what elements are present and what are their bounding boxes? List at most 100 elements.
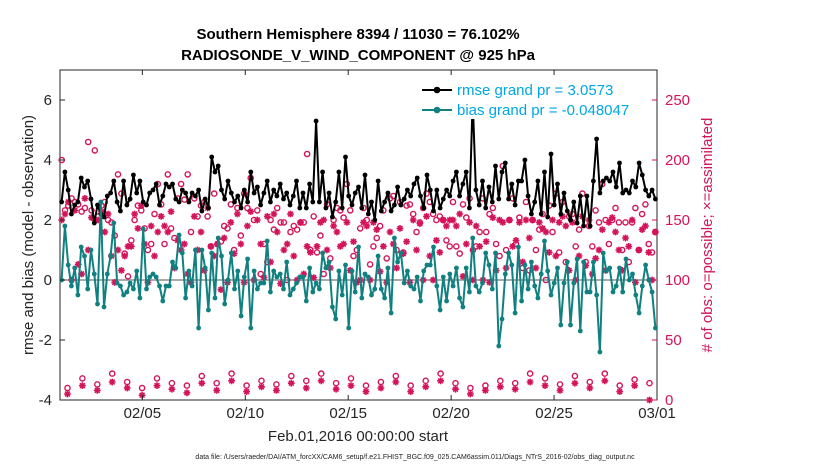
bias-point: [303, 298, 309, 304]
bias-point: [346, 325, 352, 331]
obs-possible-marker: [592, 207, 599, 214]
bias-point: [571, 280, 577, 286]
bias-point: [437, 307, 443, 313]
obs-possible-marker: [277, 219, 284, 226]
bias-point: [516, 244, 521, 250]
bias-point: [499, 316, 505, 322]
bias-point: [535, 295, 541, 301]
obs-assimilated-low-marker: [302, 384, 310, 392]
bias-point: [574, 256, 580, 262]
obs-possible-marker: [356, 225, 364, 232]
y-tick-label: -2: [39, 332, 52, 349]
obs-assimilated-marker: [519, 258, 527, 266]
obs-assimilated-marker: [267, 258, 274, 266]
obs-assimilated-marker: [161, 222, 168, 230]
rmse-point: [398, 202, 404, 208]
obs-assimilated-marker: [297, 219, 304, 226]
obs-possible-marker: [532, 246, 540, 254]
obs-assimilated-marker: [74, 261, 82, 268]
bias-point: [457, 295, 462, 301]
obs-assimilated-low-marker: [467, 390, 474, 398]
bias-point: [124, 289, 130, 295]
obs-possible-low-marker: [183, 382, 191, 389]
bias-point: [300, 274, 306, 280]
y-tick-label: 4: [44, 152, 52, 169]
y-tick-label: 6: [44, 92, 52, 109]
rmse-point: [127, 196, 133, 202]
rmse-point: [545, 214, 551, 220]
obs-assimilated-marker: [423, 213, 430, 220]
obs-assimilated-marker: [529, 216, 536, 224]
rmse-point: [542, 169, 547, 175]
obs-assimilated-low-marker: [601, 377, 609, 385]
obs-assimilated-low-marker: [123, 384, 131, 392]
obs-possible-marker: [462, 214, 470, 221]
obs-possible-marker: [492, 240, 500, 248]
obs-possible-marker: [456, 250, 464, 257]
bias-point: [610, 289, 616, 295]
rmse-point: [261, 190, 267, 196]
rmse-point: [375, 178, 381, 184]
obs-assimilated-marker: [638, 226, 646, 233]
bias-point: [215, 235, 221, 241]
obs-assimilated-marker: [462, 240, 470, 248]
bias-point: [219, 253, 224, 259]
bias-point: [183, 295, 189, 301]
rmse-point: [571, 199, 577, 205]
y-axis-label-left: rmse and bias (model - observation): [20, 115, 37, 355]
bias-point: [414, 274, 420, 280]
bias-point: [564, 259, 570, 265]
obs-assimilated-marker: [290, 252, 298, 260]
rmse-point: [610, 169, 616, 175]
rmse-point: [444, 187, 449, 193]
obs-assimilated-marker: [280, 246, 288, 254]
obs-possible-marker: [413, 228, 420, 236]
obs-possible-marker: [114, 171, 122, 178]
obs-possible-marker: [589, 243, 596, 250]
rmse-point: [212, 169, 218, 175]
obs-possible-marker: [373, 234, 381, 242]
obs-assimilated-marker: [257, 240, 265, 248]
obs-assimilated-low-marker: [258, 383, 265, 391]
obs-assimilated-low-marker: [213, 387, 221, 394]
obs-assimilated-marker: [366, 276, 374, 284]
bias-point: [636, 310, 642, 316]
bias-point: [411, 286, 417, 292]
obs-assimilated-marker: [486, 279, 493, 286]
rmse-point: [326, 190, 332, 196]
bias-point: [362, 271, 368, 277]
rmse-point: [137, 178, 143, 184]
obs-possible-marker: [409, 210, 417, 218]
bias-point: [343, 262, 348, 268]
obs-assimilated-low-marker: [273, 387, 280, 394]
obs-assimilated-low-marker: [198, 379, 206, 387]
rmse-point: [346, 193, 352, 199]
obs-assimilated-marker: [167, 208, 175, 215]
rmse-point: [437, 205, 443, 211]
obs-possible-marker: [184, 171, 191, 178]
obs-assimilated-marker: [469, 276, 477, 284]
bias-point: [277, 271, 283, 277]
obs-assimilated-marker: [459, 273, 467, 280]
obs-assimilated-marker: [506, 216, 513, 224]
bias-point: [104, 271, 110, 277]
bias-point: [548, 292, 554, 298]
bias-point: [310, 289, 316, 295]
rmse-point: [639, 172, 645, 178]
bias-point: [372, 286, 378, 292]
rmse-point: [623, 187, 629, 193]
rmse-point: [597, 190, 603, 196]
rmse-point: [264, 178, 270, 184]
obs-assimilated-marker: [476, 243, 483, 250]
obs-assimilated-low-marker: [422, 383, 430, 391]
obs-possible-marker: [317, 232, 324, 239]
bias-point: [378, 286, 384, 292]
bias-point: [134, 268, 140, 274]
obs-possible-marker: [84, 138, 92, 146]
obs-possible-marker: [164, 171, 172, 178]
obs-possible-low-marker: [541, 375, 549, 382]
bias-point: [212, 295, 218, 301]
bias-point: [199, 247, 205, 253]
rmse-point: [297, 205, 303, 211]
obs-assimilated-low-marker: [616, 388, 624, 395]
